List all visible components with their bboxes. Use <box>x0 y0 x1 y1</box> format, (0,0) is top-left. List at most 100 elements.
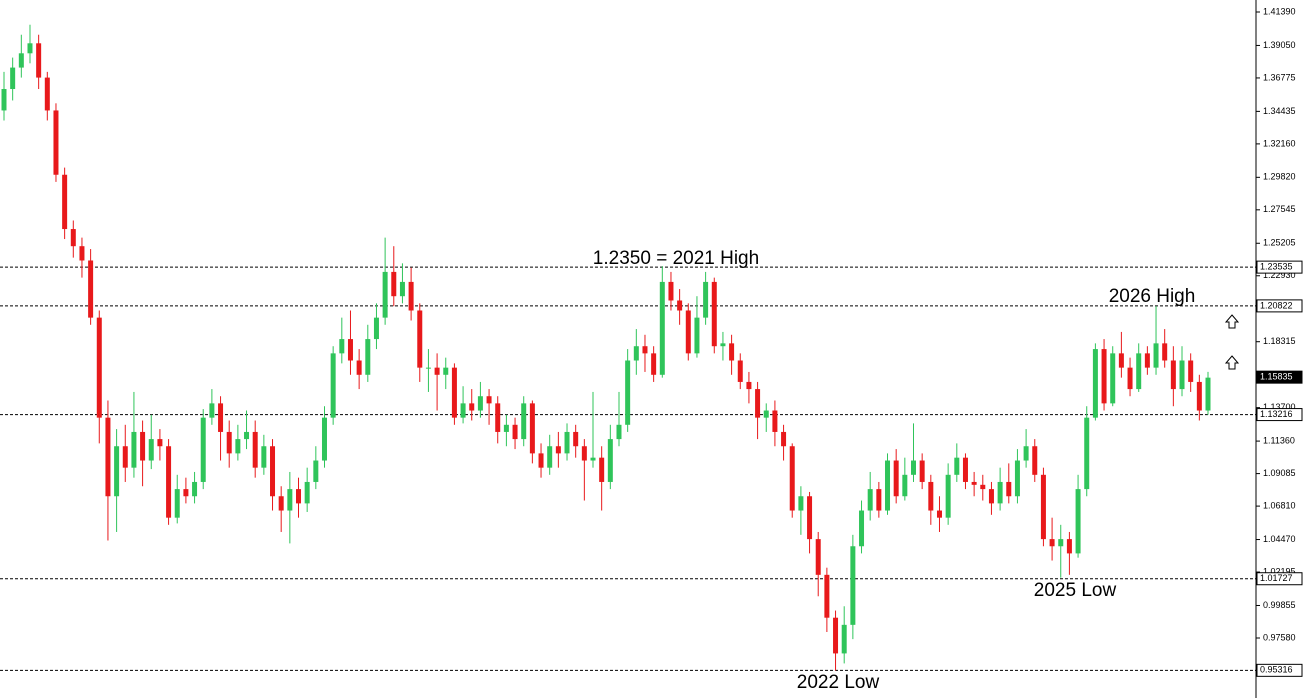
y-tick-label: 1.41390 <box>1263 6 1296 16</box>
candle-body <box>503 424 509 432</box>
candle-body <box>859 510 865 547</box>
candle-body <box>841 624 847 654</box>
candle-body <box>373 317 379 340</box>
candle-body <box>166 446 172 518</box>
y-tick-label: 1.32160 <box>1263 138 1296 148</box>
candle-body <box>1032 446 1038 475</box>
candle-body <box>79 246 85 261</box>
candle-body <box>703 281 709 318</box>
candle-body <box>157 439 163 447</box>
candle-body <box>1110 353 1116 404</box>
candle-body <box>1006 481 1012 497</box>
y-tick-label: 1.22930 <box>1263 270 1296 280</box>
candle-body <box>1162 343 1168 361</box>
candle-body <box>902 474 908 497</box>
candle-body <box>1170 360 1176 390</box>
candle-body <box>1040 474 1046 540</box>
candle-body <box>607 439 613 482</box>
candle-body <box>10 67 16 90</box>
candle-body <box>27 43 33 54</box>
candle-body <box>70 229 76 247</box>
candle-body <box>1136 353 1142 390</box>
candle-body <box>235 439 241 454</box>
candle-body <box>486 396 492 404</box>
level-box <box>1256 299 1303 313</box>
candle-body <box>356 360 362 375</box>
candle-body <box>1118 353 1124 368</box>
level-box <box>1256 408 1303 422</box>
candle-body <box>382 271 388 318</box>
candle-body <box>218 403 224 432</box>
y-tick-label: 1.36775 <box>1263 72 1296 82</box>
candle-body <box>997 481 1003 504</box>
candle-body <box>1205 377 1211 411</box>
candle-body <box>399 281 405 297</box>
arrow-icon <box>1224 314 1240 329</box>
y-tick-label: 1.06810 <box>1263 500 1296 510</box>
candle-body <box>954 457 960 475</box>
candle-body <box>798 496 804 511</box>
candle-body <box>36 43 42 78</box>
candle-body <box>296 489 302 504</box>
y-tick-label: 1.09085 <box>1263 468 1296 478</box>
candle-body <box>564 431 570 454</box>
candle-body <box>192 481 198 497</box>
candle-body <box>1153 343 1159 368</box>
y-tick-label: 0.97580 <box>1263 632 1296 642</box>
candle-body <box>330 353 336 418</box>
candle-body <box>347 339 353 361</box>
annotation: 2025 Low <box>1034 580 1117 601</box>
candle-body <box>122 446 128 468</box>
candle-body <box>694 317 700 354</box>
candle-body <box>321 417 327 461</box>
candle-body <box>183 489 189 497</box>
candle-body <box>1144 353 1150 368</box>
candle-body <box>659 281 665 375</box>
candle-body <box>261 446 267 468</box>
candle-body <box>616 424 622 440</box>
candle-body <box>365 339 371 375</box>
y-tick-label: 1.18315 <box>1263 336 1296 346</box>
candle-body <box>789 446 795 511</box>
level-box <box>1256 260 1303 274</box>
candle-body <box>1127 367 1133 390</box>
candle-body <box>590 457 596 461</box>
candle-body <box>581 446 587 461</box>
y-tick-label: 1.13700 <box>1263 402 1296 412</box>
candle-body <box>1066 539 1072 554</box>
candle-body <box>910 460 916 475</box>
candle-body <box>140 431 146 461</box>
candle-body <box>62 174 68 230</box>
y-tick-label: 1.29820 <box>1263 172 1296 182</box>
y-tick-label: 0.99855 <box>1263 600 1296 610</box>
candle-body <box>850 546 856 625</box>
candle-body <box>815 539 821 575</box>
candle-body <box>1023 446 1029 461</box>
candle-body <box>711 281 717 347</box>
candle-body <box>425 367 431 369</box>
y-tick-label: 1.25205 <box>1263 238 1296 248</box>
candle-body <box>729 343 735 361</box>
candle-body <box>988 489 994 504</box>
candle-body <box>391 271 397 297</box>
candle-body <box>451 367 457 418</box>
candle-body <box>18 53 24 68</box>
candle-body <box>807 496 813 540</box>
candle-body <box>1049 539 1055 547</box>
level-box <box>1256 663 1303 677</box>
candle-body <box>148 439 154 461</box>
candle-body <box>651 353 657 375</box>
candle-body <box>477 396 483 411</box>
candle-body <box>105 417 111 497</box>
candle-body <box>1196 381 1202 411</box>
candle-body <box>833 617 839 654</box>
last-price-box <box>1256 370 1303 384</box>
candle-body <box>512 424 518 440</box>
candle-body <box>936 510 942 518</box>
candle-body <box>114 446 120 497</box>
candle-body <box>53 110 59 175</box>
candle-body <box>962 457 968 482</box>
candle-body <box>460 403 466 418</box>
candle-body <box>677 300 683 311</box>
